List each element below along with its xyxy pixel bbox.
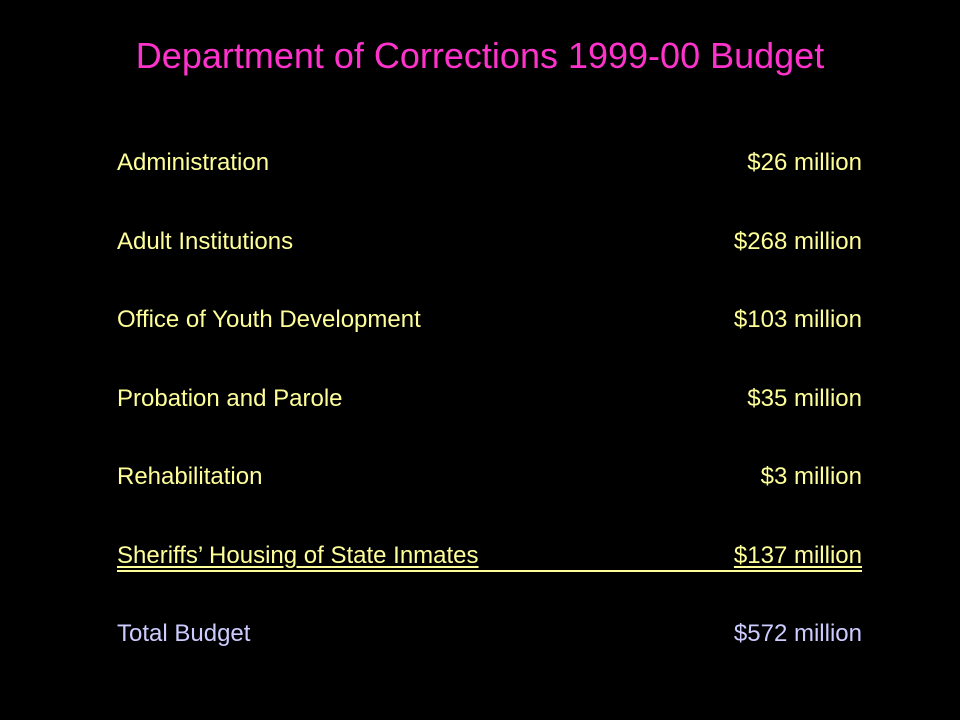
budget-item-amount: $137 million bbox=[733, 541, 862, 569]
budget-row-youth-development: Office of Youth Development $103 million bbox=[117, 297, 862, 376]
budget-item-amount: $26 million bbox=[747, 149, 862, 176]
total-budget-label: Total Budget bbox=[117, 620, 251, 647]
budget-item-amount: $35 million bbox=[747, 384, 862, 412]
budget-item-label: Rehabilitation bbox=[117, 463, 263, 490]
budget-row-sheriffs-housing: Sheriffs’ Housing of State Inmates $137 … bbox=[117, 533, 862, 612]
budget-row-total: Total Budget $572 million bbox=[117, 611, 862, 690]
budget-item-label: Administration bbox=[117, 149, 270, 176]
budget-item-amount: $3 million bbox=[760, 463, 862, 490]
budget-row-rehabilitation: Rehabilitation $3 million bbox=[117, 454, 862, 533]
budget-item-label: Adult Institutions bbox=[117, 227, 294, 255]
budget-item-amount: $103 million bbox=[733, 306, 862, 333]
budget-row-adult-institutions: Adult Institutions $268 million bbox=[117, 219, 862, 298]
budget-item-amount: $268 million bbox=[733, 227, 862, 255]
budget-row-administration: Administration $26 million bbox=[117, 140, 862, 219]
total-budget-amount: $572 million bbox=[733, 620, 862, 647]
budget-table: Administration $26 million Adult Institu… bbox=[117, 140, 862, 690]
budget-item-label: Office of Youth Development bbox=[117, 306, 421, 333]
budget-row-probation-parole: Probation and Parole $35 million bbox=[117, 376, 862, 455]
budget-item-label: Sheriffs’ Housing of State Inmates bbox=[117, 541, 479, 569]
budget-item-label: Probation and Parole bbox=[117, 384, 343, 412]
slide-title: Department of Corrections 1999-00 Budget bbox=[135, 35, 825, 76]
